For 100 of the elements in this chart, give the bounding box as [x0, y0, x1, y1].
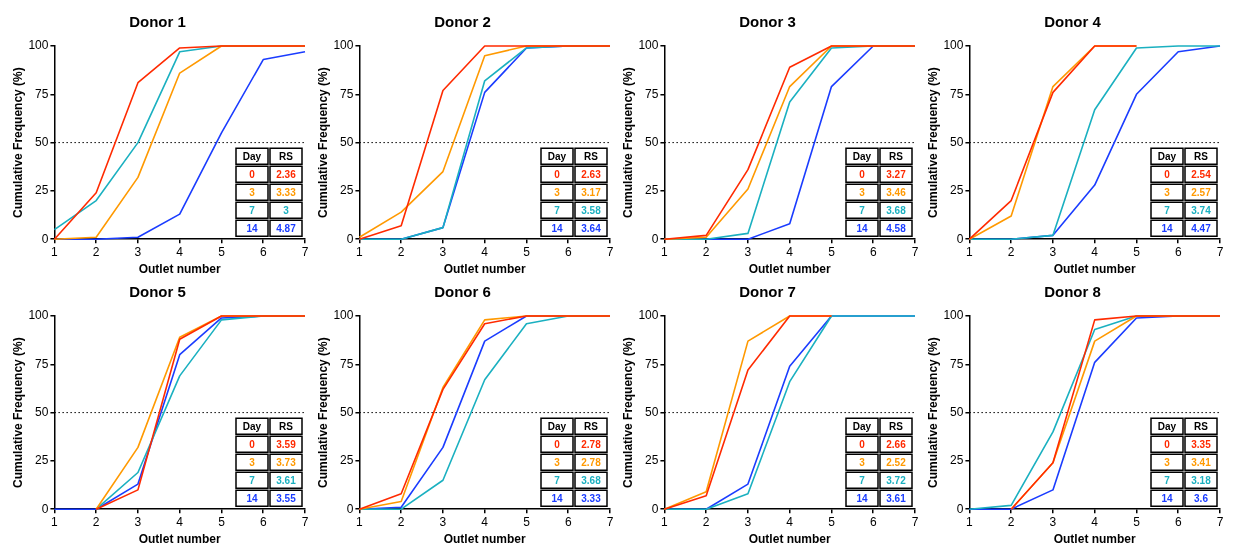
x-axis-title: Outlet number: [1053, 532, 1137, 547]
y-tick-label: 50: [950, 404, 964, 419]
x-tick-label: 7: [1216, 244, 1224, 259]
x-axis-title: Outlet number: [138, 532, 222, 547]
annotation: 3.17: [581, 186, 602, 198]
chart-title: Donor 1: [129, 13, 186, 31]
annotation: RS: [889, 150, 904, 162]
y-tick-label: 75: [340, 356, 354, 371]
x-tick-label: 7: [606, 514, 614, 529]
y-tick-label: 25: [35, 453, 49, 468]
text: 7: [249, 474, 256, 486]
y-tick-label: 0: [956, 231, 964, 246]
text: 7: [1164, 204, 1171, 216]
y-tick-label: 100: [638, 308, 659, 323]
y-axis-title: Cumulative Frequency (%): [315, 67, 330, 218]
x-tick-label: 4: [1091, 514, 1099, 529]
y-axis-title: Cumulative Frequency (%): [10, 67, 25, 218]
text: 14: [551, 492, 563, 504]
legend-title: Day: [547, 150, 567, 162]
text: 3: [859, 456, 866, 468]
x-axis-title: Outlet number: [138, 262, 222, 277]
x-tick-label: 3: [744, 514, 752, 529]
annotation: 3.61: [886, 492, 907, 504]
legend-title: Day: [852, 150, 872, 162]
y-tick-label: 100: [28, 38, 49, 53]
x-tick-label: 5: [218, 244, 226, 259]
x-tick-label: 6: [869, 244, 877, 259]
y-axis-title: Cumulative Frequency (%): [10, 337, 25, 488]
y-tick-label: 25: [645, 453, 659, 468]
y-axis-title: Cumulative Frequency (%): [925, 337, 940, 488]
y-tick-label: 25: [35, 183, 49, 198]
y-tick-label: 100: [28, 308, 49, 323]
x-tick-label: 4: [786, 244, 794, 259]
annotation: RS: [279, 420, 294, 432]
text: 14: [856, 222, 868, 234]
y-axis-title: Cumulative Frequency (%): [925, 67, 940, 218]
annotation: 3.6: [1194, 492, 1209, 504]
annotation: 2.78: [581, 456, 602, 468]
x-axis-title: Outlet number: [748, 532, 832, 547]
text: 3: [554, 456, 561, 468]
y-tick-label: 50: [340, 404, 354, 419]
y-tick-label: 75: [340, 86, 354, 101]
y-axis-title: Cumulative Frequency (%): [620, 337, 635, 488]
annotation: RS: [1194, 150, 1209, 162]
text: 14: [246, 222, 258, 234]
x-tick-label: 7: [911, 514, 919, 529]
x-tick-label: 1: [51, 244, 59, 259]
text: 14: [1161, 222, 1173, 234]
annotation: 3.61: [276, 474, 297, 486]
text: 0: [249, 438, 256, 450]
annotation: 2.54: [1191, 168, 1212, 180]
annotation: 4.58: [886, 222, 907, 234]
annotation: 3.33: [581, 492, 602, 504]
x-tick-label: 7: [1216, 514, 1224, 529]
x-tick-label: 2: [702, 244, 710, 259]
annotation: 3.18: [1191, 474, 1212, 486]
annotation: 3.73: [276, 456, 297, 468]
annotation: RS: [584, 150, 599, 162]
text: 3: [249, 456, 256, 468]
x-tick-label: 4: [176, 514, 184, 529]
annotation: RS: [279, 150, 294, 162]
annotation: 3.41: [1191, 456, 1212, 468]
annotation: RS: [889, 420, 904, 432]
x-tick-label: 5: [218, 514, 226, 529]
x-tick-label: 1: [356, 244, 364, 259]
y-tick-label: 50: [950, 134, 964, 149]
y-tick-label: 75: [950, 356, 964, 371]
y-tick-label: 75: [35, 86, 49, 101]
annotation: 3.46: [886, 186, 907, 198]
x-tick-label: 4: [481, 244, 489, 259]
y-tick-label: 25: [340, 183, 354, 198]
text: 14: [1161, 492, 1173, 504]
x-axis-title: Outlet number: [443, 262, 527, 277]
x-tick-label: 7: [911, 244, 919, 259]
annotation: 3.68: [581, 474, 602, 486]
annotation: 2.78: [581, 438, 602, 450]
annotation: 3.74: [1191, 204, 1212, 216]
text: 3: [1164, 186, 1171, 198]
text: 7: [859, 474, 866, 486]
x-tick-label: 1: [51, 514, 59, 529]
x-tick-label: 3: [1049, 514, 1057, 529]
y-tick-label: 0: [346, 501, 354, 516]
chart-title: Donor 3: [739, 13, 796, 31]
text: 14: [246, 492, 258, 504]
text: 14: [856, 492, 868, 504]
y-tick-label: 25: [340, 453, 354, 468]
annotation: 4.47: [1191, 222, 1212, 234]
x-tick-label: 7: [301, 244, 309, 259]
text: 7: [249, 204, 256, 216]
x-tick-label: 6: [564, 514, 572, 529]
text: 0: [859, 438, 866, 450]
annotation: 3.68: [886, 204, 907, 216]
text: 7: [554, 204, 561, 216]
x-tick-label: 5: [523, 514, 531, 529]
x-tick-label: 2: [1007, 514, 1015, 529]
y-tick-label: 50: [35, 134, 49, 149]
annotation: 2.36: [276, 168, 297, 180]
legend-title: Day: [1157, 150, 1177, 162]
y-tick-label: 75: [950, 86, 964, 101]
chart-title: Donor 7: [739, 283, 796, 301]
